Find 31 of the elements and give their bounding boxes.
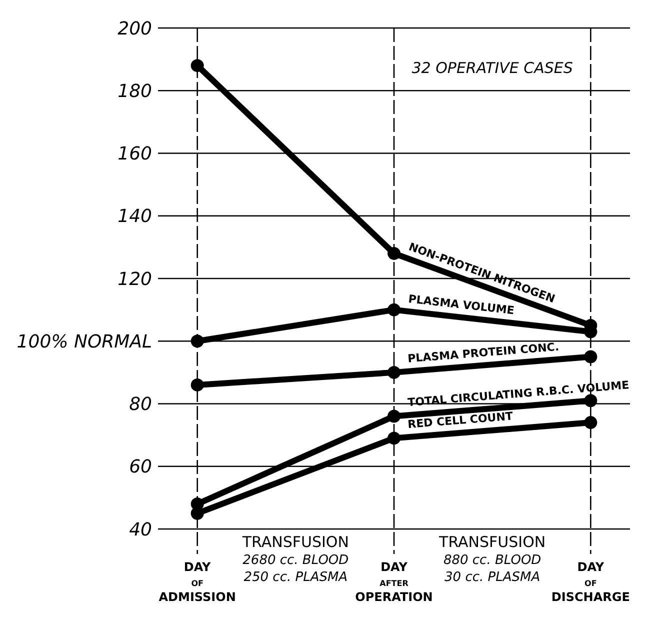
y-tick-label: 160 [118, 144, 152, 165]
point [584, 394, 598, 408]
y-tick-label: 100% NORMAL [16, 331, 152, 352]
point [190, 378, 204, 392]
point [388, 366, 400, 379]
point [190, 334, 204, 348]
y-tick-label: 60 [129, 456, 152, 478]
text: TRANSFUSION 880 cc. BLOOD 30 cc. PLASMA [438, 533, 546, 585]
point [190, 59, 204, 72]
y-tick-label: 180 [118, 80, 152, 102]
series-label: TOTAL CIRCULATING R.B.C. VOLUME [407, 378, 630, 410]
y-tick-label: 140 [118, 206, 152, 228]
text: TRANSFUSION 2680 cc. BLOOD 250 cc. PLASMA [241, 533, 349, 585]
series-label: PLASMA PROTEIN CONC. [407, 340, 560, 366]
point [388, 432, 400, 445]
point [388, 246, 400, 260]
y-tick-label: 80 [129, 394, 152, 416]
point [584, 350, 598, 364]
y-tick-label: 200 [118, 18, 152, 40]
text: 32 OPERATIVE CASES [412, 59, 574, 77]
x-tick-label: DAY OF DISCHARGE [551, 560, 630, 604]
point [388, 303, 400, 316]
x-tick-label: DAY OF ADMISSION [158, 560, 236, 604]
point [190, 506, 204, 520]
series-label: RED CELL COUNT [407, 410, 514, 432]
x-tick-label: DAY AFTER OPERATION [355, 560, 433, 604]
y-tick-label: 40 [129, 519, 152, 540]
point [584, 416, 598, 430]
text: PLASMA VOLUME [408, 292, 515, 318]
point [388, 410, 400, 423]
y-tick-label: 120 [118, 268, 152, 290]
